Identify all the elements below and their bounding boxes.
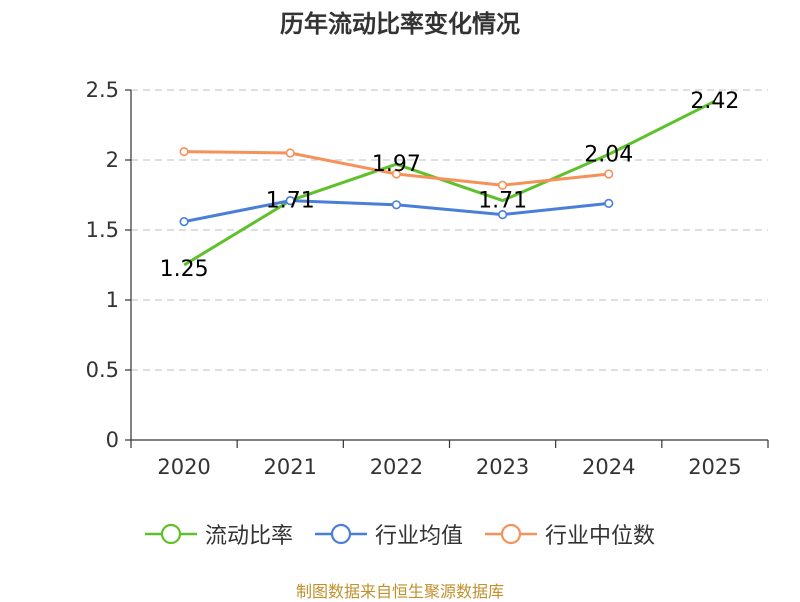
series-point-1 <box>604 198 614 208</box>
legend-swatch-circle <box>160 523 182 545</box>
series-point-1 <box>497 210 508 220</box>
y-tick-label: 1.5 <box>86 218 119 242</box>
x-tick-label: 2022 <box>370 455 423 479</box>
legend-label: 行业中位数 <box>545 524 656 549</box>
series-point-2 <box>497 180 508 190</box>
legend: 流动比率 行业均值 行业中位数 <box>0 518 800 550</box>
legend-item-2[interactable]: 行业中位数 <box>485 518 655 550</box>
legend-item-1[interactable]: 行业均值 <box>314 518 463 550</box>
series-point-1 <box>391 200 402 210</box>
axes: 0 0.5 1 1.5 2 2.5 2020 2021 2022 2023 2024 2025 <box>86 78 769 479</box>
data-label: 1.71 <box>266 189 315 214</box>
series-point-1 <box>285 196 295 206</box>
legend-line-circle-icon <box>314 523 367 545</box>
source-footer: 制图数据来自恒生聚源数据库 <box>295 582 504 601</box>
x-tick-label: 2021 <box>264 455 317 479</box>
series-point-1 <box>179 217 189 227</box>
data-label: 2.42 <box>690 89 739 114</box>
x-tick-label: 2020 <box>157 455 210 479</box>
grid-lines <box>131 89 768 371</box>
x-tick-label: 2024 <box>582 455 635 479</box>
y-tick-label: 2.5 <box>86 78 119 102</box>
legend-label: 流动比率 <box>204 524 293 549</box>
series-point-2 <box>285 148 295 158</box>
series-point-2 <box>179 147 189 157</box>
y-tick-label: 0.5 <box>86 358 119 382</box>
x-tick-label: 2023 <box>476 455 529 479</box>
legend-swatch-circle <box>500 523 522 545</box>
y-tick-label: 0 <box>106 428 119 452</box>
series-lines <box>179 99 716 267</box>
legend-line-circle-icon <box>144 523 197 545</box>
data-label: 1.97 <box>372 152 421 177</box>
x-tick-label: 2025 <box>688 455 741 479</box>
legend-item-0[interactable]: 流动比率 <box>144 518 293 550</box>
legend-line-circle-icon <box>485 523 537 545</box>
y-tick-label: 2 <box>106 148 119 172</box>
y-tick-label: 1 <box>106 288 119 312</box>
data-labels: 1.25 1.71 1.97 1.71 2.04 2.42 <box>160 89 740 282</box>
series-point-2 <box>604 169 614 179</box>
line-chart: 0 0.5 1 1.5 2 2.5 2020 2021 2022 2023 2024 2025 1.2… <box>86 78 769 479</box>
chart-title: 历年流动比率变化情况 <box>280 10 520 38</box>
series-point-2 <box>391 169 402 179</box>
legend-label: 行业均值 <box>374 524 463 549</box>
data-label: 2.04 <box>584 142 633 167</box>
legend-swatch-circle <box>330 523 352 545</box>
data-label: 1.71 <box>478 189 527 214</box>
data-label: 1.25 <box>160 257 209 282</box>
series-line-0 <box>183 99 716 267</box>
